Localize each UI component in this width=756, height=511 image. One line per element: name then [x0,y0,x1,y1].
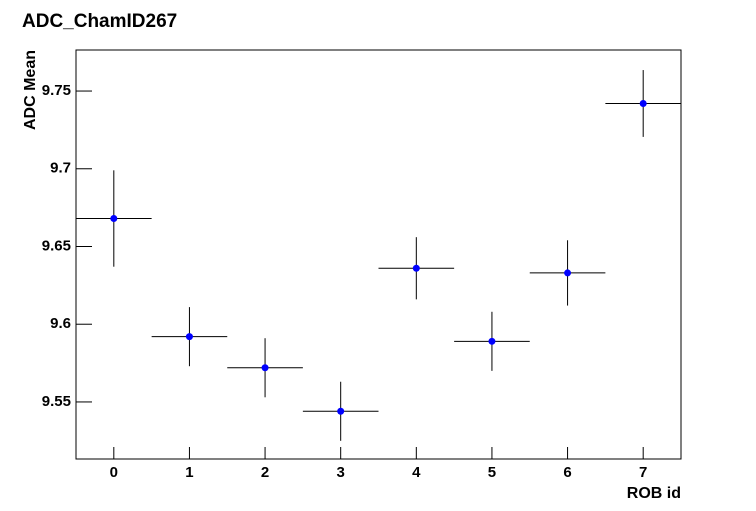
x-tick-label: 4 [412,464,421,481]
data-point [337,407,345,415]
plot-frame [75,49,682,460]
y-tick-label: 9.7 [50,160,71,177]
x-tick-label: 0 [110,464,118,481]
x-tick-label: 7 [639,464,647,481]
data-point [261,364,269,372]
x-tick-label: 3 [337,464,345,481]
x-tick-label: 5 [488,464,496,481]
y-tick-label: 9.55 [42,393,71,410]
y-tick-label: 9.75 [42,82,71,99]
chart-title: ADC_ChamID267 [22,11,177,32]
data-point [110,215,118,223]
data-point [564,269,572,277]
y-axis-label: ADC Mean [22,50,39,130]
data-point [639,99,647,107]
x-tick-label: 6 [563,464,571,481]
y-tick-label: 9.65 [42,237,71,254]
x-tick-label: 1 [185,464,193,481]
x-axis-label: ROB id [627,485,681,502]
x-tick-label: 2 [261,464,269,481]
data-point [412,264,420,272]
data-point [185,333,193,341]
data-point [488,337,496,345]
y-tick-label: 9.6 [50,315,71,332]
